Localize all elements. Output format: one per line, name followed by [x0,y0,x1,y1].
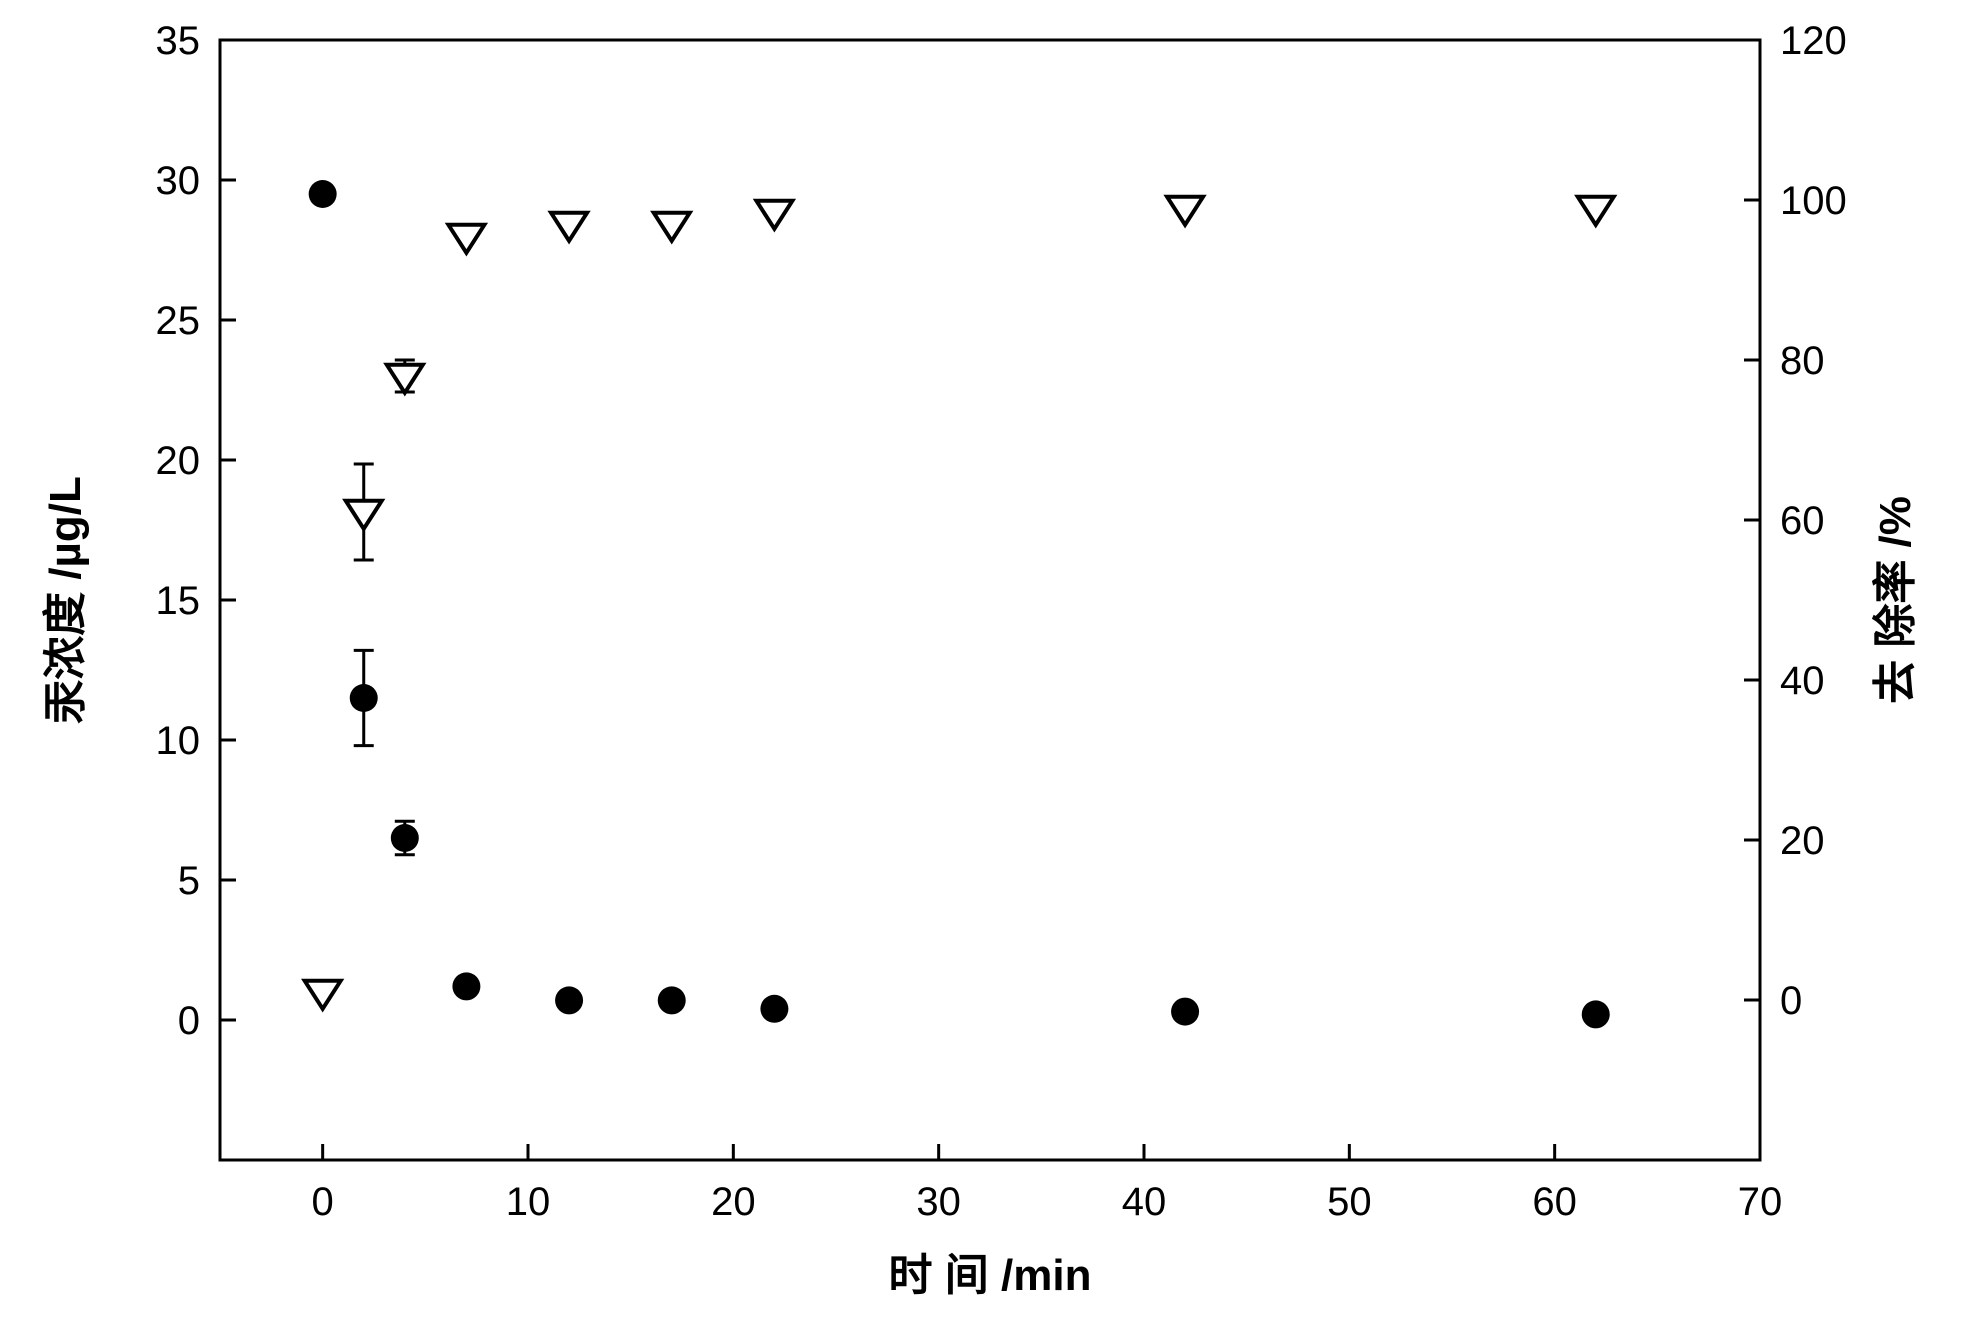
data-point-circle [1582,1000,1610,1028]
data-point-circle [350,684,378,712]
y-right-tick-label: 100 [1780,179,1847,223]
x-tick-label: 20 [711,1180,756,1224]
data-point-triangle [1578,197,1614,225]
data-point-circle [555,986,583,1014]
y-left-tick-label: 10 [156,719,201,763]
data-point-triangle [305,981,341,1009]
data-point-circle [309,180,337,208]
y-right-tick-label: 40 [1780,659,1825,703]
y-left-tick-label: 35 [156,19,201,63]
y-left-tick-label: 20 [156,439,201,483]
y-right-tick-label: 80 [1780,339,1825,383]
x-tick-label: 30 [916,1180,961,1224]
x-tick-label: 0 [312,1180,334,1224]
y-left-tick-label: 15 [156,579,201,623]
y-left-tick-label: 25 [156,299,201,343]
x-tick-label: 10 [506,1180,551,1224]
x-axis-label: 时 间 /min [889,1251,1092,1300]
x-tick-label: 40 [1122,1180,1167,1224]
data-point-triangle [654,213,690,241]
data-point-triangle [1167,197,1203,225]
data-point-circle [1171,998,1199,1026]
y-right-axis-label: 去 除率 /% [1871,496,1920,704]
y-right-tick-label: 120 [1780,19,1847,63]
data-point-triangle [387,365,423,393]
dual-axis-scatter-chart: 0 10 20 30 40 50 60 70 时 间 /min 0 5 10 15 20 25 30 35 汞浓度… [0,0,1968,1344]
data-point-circle [452,972,480,1000]
data-point-triangle [448,225,484,253]
y-left-tick-label: 0 [178,999,200,1043]
y-left-tick-label: 5 [178,859,200,903]
x-tick-label: 70 [1738,1180,1783,1224]
x-tick-label: 60 [1532,1180,1577,1224]
data-point-circle [391,824,419,852]
data-point-triangle [346,501,382,529]
y-right-tick-label: 20 [1780,819,1825,863]
x-tick-label: 50 [1327,1180,1372,1224]
y-right-tick-label: 0 [1780,979,1802,1023]
y-left-axis-label: 汞浓度 /µg/L [41,476,90,724]
data-point-triangle [551,213,587,241]
y-left-tick-label: 30 [156,159,201,203]
data-point-triangle [756,201,792,229]
y-right-tick-label: 60 [1780,499,1825,543]
plot-border [220,40,1760,1160]
data-point-circle [658,986,686,1014]
chart-container: 0 10 20 30 40 50 60 70 时 间 /min 0 5 10 15 20 25 30 35 汞浓度… [0,0,1968,1344]
data-point-circle [760,995,788,1023]
